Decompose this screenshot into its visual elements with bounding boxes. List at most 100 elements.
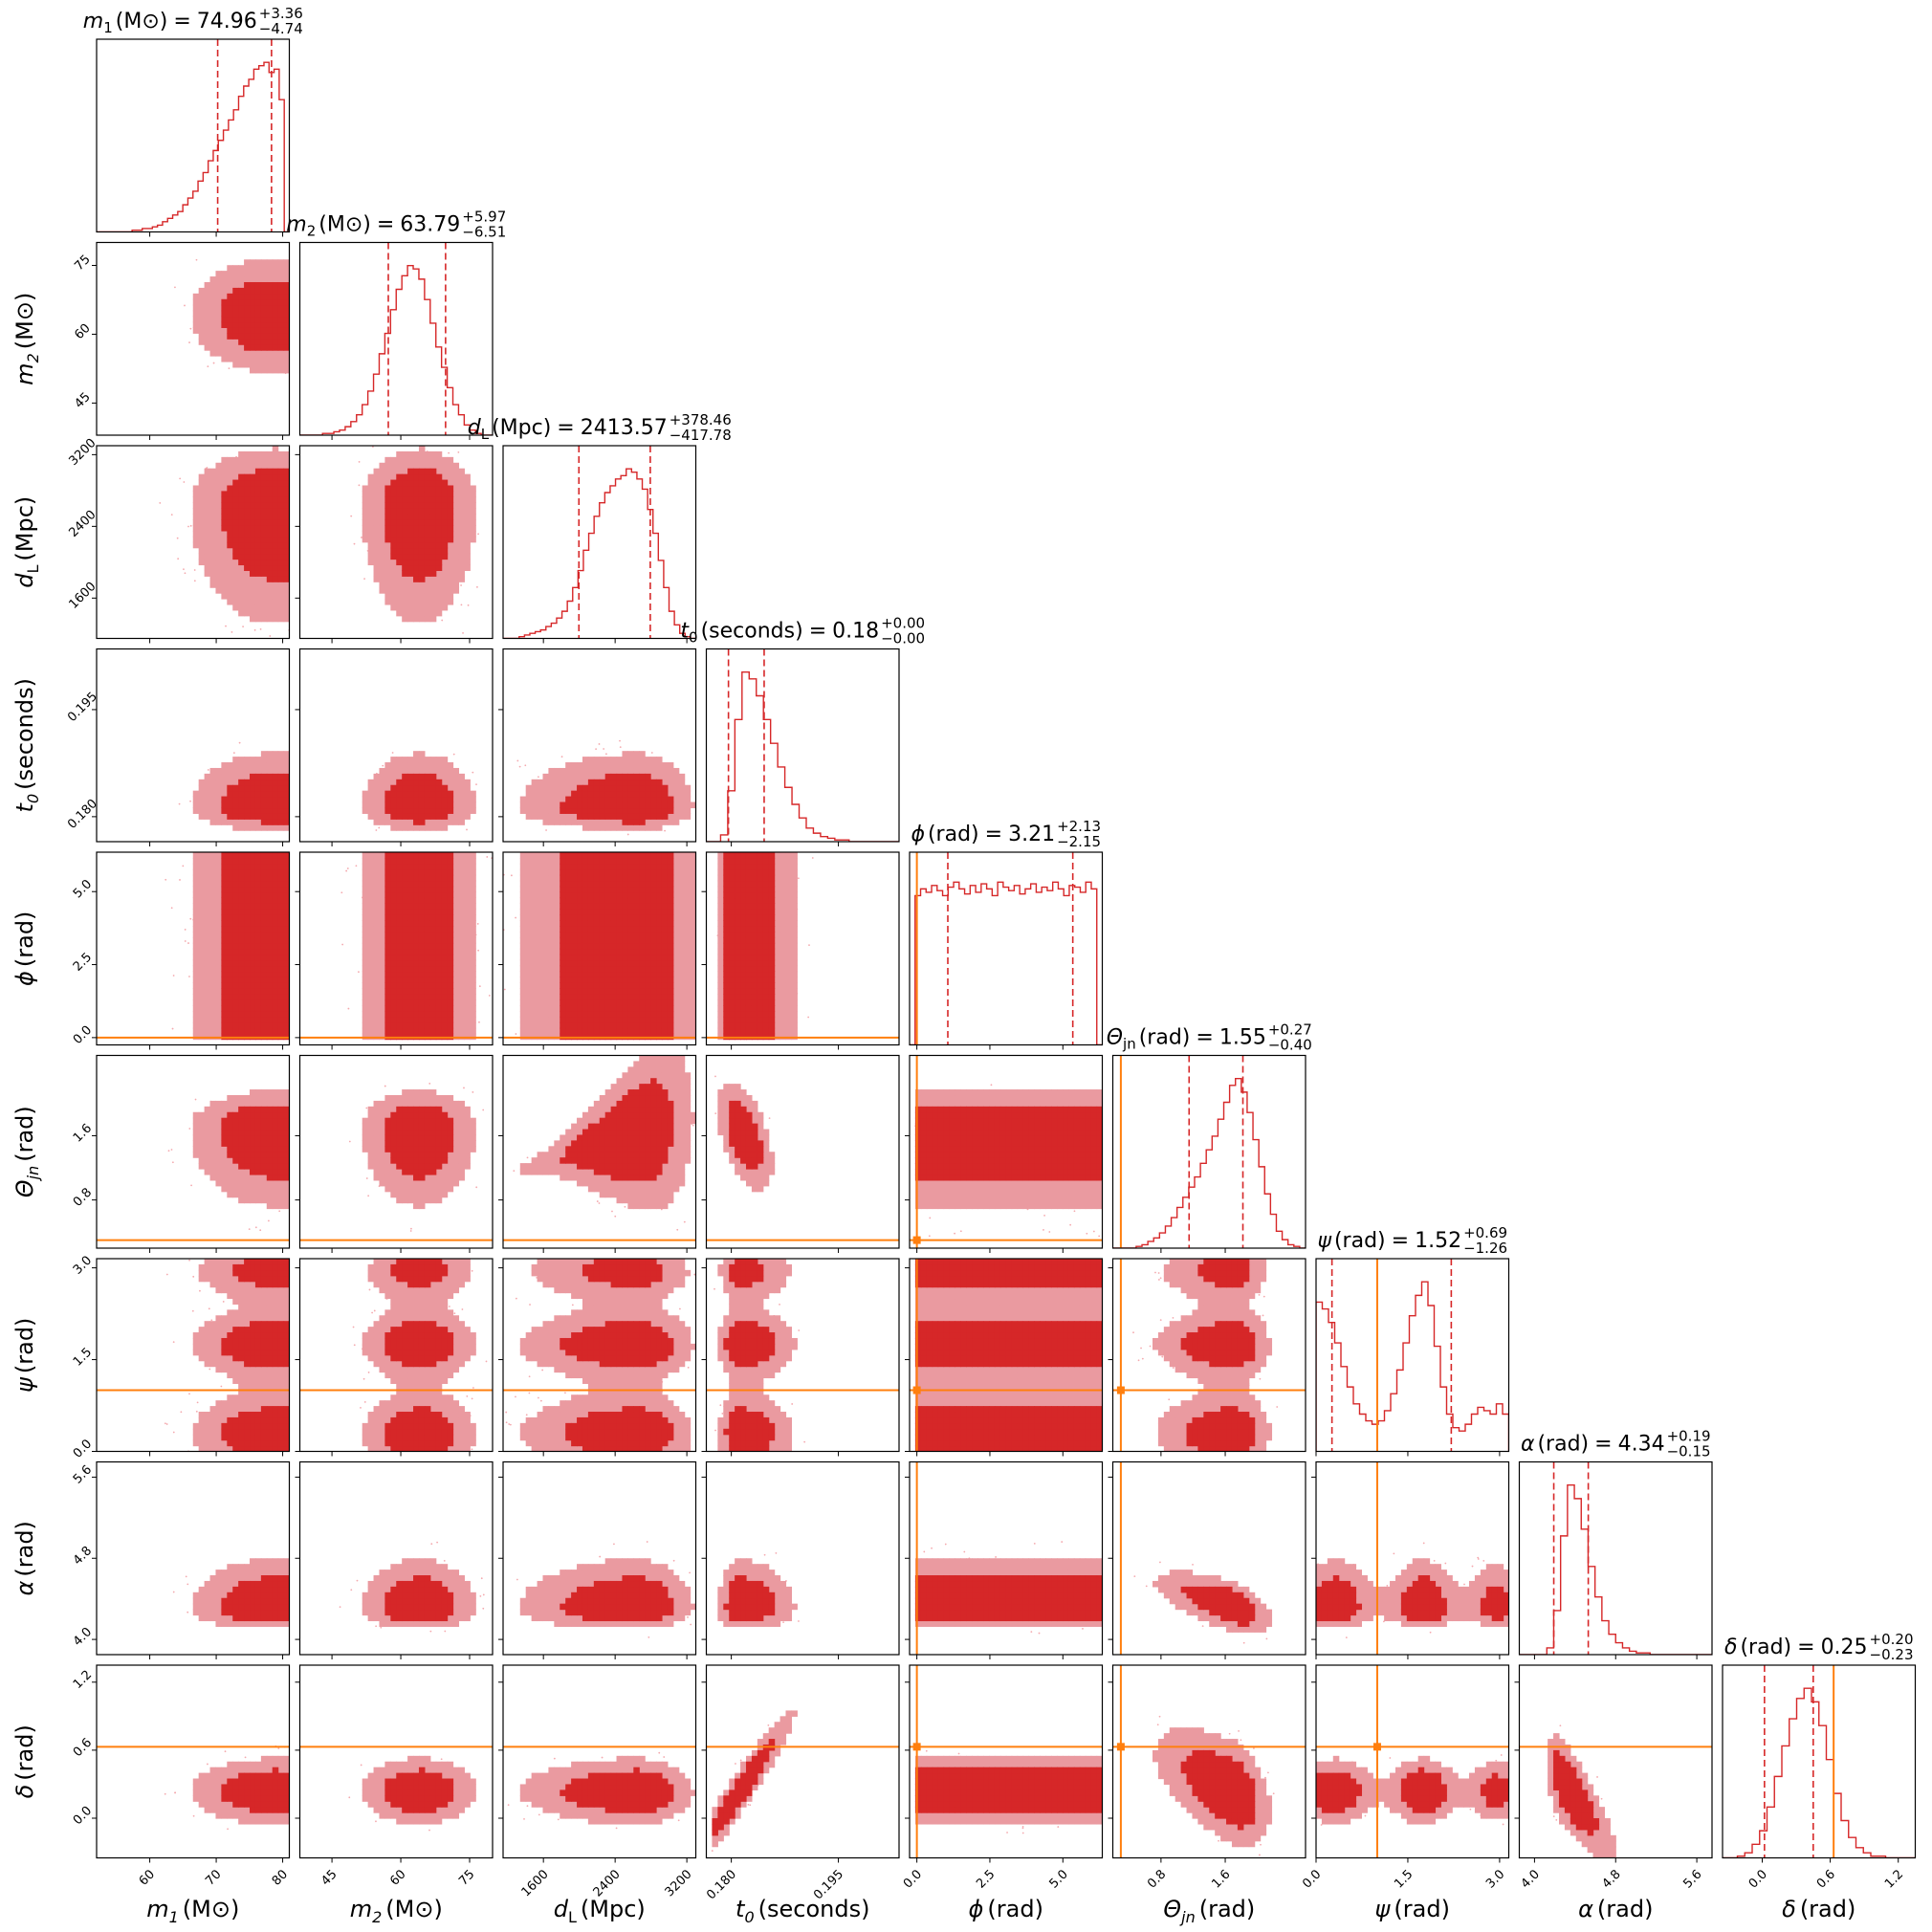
density-cell-inner — [384, 807, 391, 814]
density-cell-outer — [272, 604, 279, 611]
density-cell-inner — [227, 796, 233, 803]
density-cell-inner — [622, 779, 628, 786]
density-cell-inner — [396, 473, 403, 481]
density-cell-outer — [672, 767, 680, 775]
density-cell-outer — [192, 852, 200, 859]
density-cell-outer — [379, 914, 385, 921]
density-cell-inner — [244, 541, 251, 549]
density-cell-outer — [407, 576, 414, 582]
density-cell-inner — [599, 807, 606, 814]
density-cell-outer — [367, 954, 375, 961]
density-cell-outer — [215, 874, 222, 882]
density-cell-inner — [232, 479, 239, 487]
density-cell-outer — [379, 874, 385, 882]
density-cell-outer — [599, 757, 606, 763]
sample-point — [457, 450, 460, 453]
density-cell-inner — [435, 491, 443, 497]
density-cell-outer — [379, 813, 385, 820]
density-cell-inner — [244, 936, 251, 944]
sample-point — [595, 748, 598, 751]
density-cell-outer — [204, 886, 211, 893]
density-cell-outer — [667, 767, 674, 775]
density-cell-outer — [215, 479, 222, 487]
density-cell-inner — [283, 954, 290, 961]
density-cell-inner — [272, 801, 279, 809]
density-cell-inner — [396, 931, 403, 938]
density-cell-outer — [192, 948, 200, 955]
density-cell-outer — [599, 824, 606, 831]
density-cell-inner — [260, 942, 268, 950]
y-tick-label-t0: 0.195 — [65, 690, 100, 725]
density-cell-inner — [232, 942, 239, 950]
density-cell-outer — [362, 886, 369, 893]
density-cell-outer — [407, 582, 414, 588]
density-cell-outer — [447, 593, 454, 600]
density-cell-outer — [464, 779, 471, 786]
sample-point — [231, 631, 233, 633]
panel-m1-vs-phi: 0.02.55.0 — [71, 851, 291, 1050]
density-cell-outer — [209, 988, 217, 995]
density-cell-inner — [384, 491, 391, 497]
sample-point — [358, 461, 361, 463]
density-cell-outer — [367, 491, 375, 497]
density-cell-inner — [396, 965, 403, 973]
density-cell-outer — [435, 450, 443, 458]
density-cell-outer — [192, 880, 200, 888]
density-cell-inner — [645, 790, 651, 798]
density-cell-inner — [424, 570, 431, 577]
density-cell-outer — [227, 819, 233, 825]
density-cell-outer — [367, 926, 375, 933]
density-cell-inner — [272, 868, 279, 876]
density-cell-outer — [260, 757, 268, 763]
density-cell-outer — [260, 271, 268, 277]
density-cell-outer — [470, 994, 476, 1000]
density-cell-inner — [402, 784, 408, 792]
density-cell-inner — [441, 553, 449, 560]
density-cell-inner — [260, 863, 268, 870]
density-cell-outer — [424, 593, 431, 600]
density-cell-inner — [402, 931, 408, 938]
density-cell-outer — [661, 819, 669, 825]
density-cell-inner — [260, 570, 268, 577]
density-cell-inner — [238, 977, 245, 983]
density-cell-outer — [198, 971, 206, 977]
density-cell-inner — [402, 779, 408, 786]
density-cell-outer — [204, 327, 211, 334]
density-cell-outer — [373, 857, 381, 865]
density-cell-inner — [272, 519, 279, 526]
density-cell-inner — [221, 1027, 228, 1035]
density-cell-inner — [244, 959, 251, 967]
density-cell-inner — [396, 1027, 403, 1035]
density-cell-inner — [221, 965, 228, 973]
density-cell-inner — [272, 570, 279, 577]
density-cell-inner — [254, 857, 262, 865]
density-cell-inner — [384, 530, 391, 538]
density-cell-inner — [221, 942, 228, 950]
density-cell-inner — [266, 903, 274, 910]
density-cell-outer — [458, 491, 465, 497]
density-cell-outer — [672, 801, 680, 809]
density-cell-inner — [441, 479, 449, 487]
density-cell-inner — [266, 801, 274, 809]
density-cell-outer — [470, 977, 476, 983]
density-cell-outer — [221, 582, 228, 588]
density-cell-outer — [464, 807, 471, 814]
density-cell-outer — [204, 903, 211, 910]
density-cell-inner — [650, 790, 657, 798]
density-cell-outer — [192, 965, 200, 973]
density-cell-inner — [254, 304, 262, 312]
density-cell-outer — [531, 784, 538, 792]
density-cell-inner — [277, 344, 285, 351]
density-cell-outer — [390, 456, 397, 464]
density-cell-inner — [254, 1027, 262, 1035]
density-cell-outer — [402, 576, 408, 582]
density-cell-outer — [373, 813, 381, 820]
sample-point — [477, 533, 479, 536]
density-cell-outer — [452, 909, 460, 915]
density-cell-inner — [254, 1005, 262, 1012]
density-cell-inner — [254, 344, 262, 351]
contour-inner — [384, 852, 454, 1041]
density-cell-outer — [209, 897, 217, 904]
density-cell-inner — [227, 999, 233, 1006]
density-cell-outer — [548, 813, 555, 820]
